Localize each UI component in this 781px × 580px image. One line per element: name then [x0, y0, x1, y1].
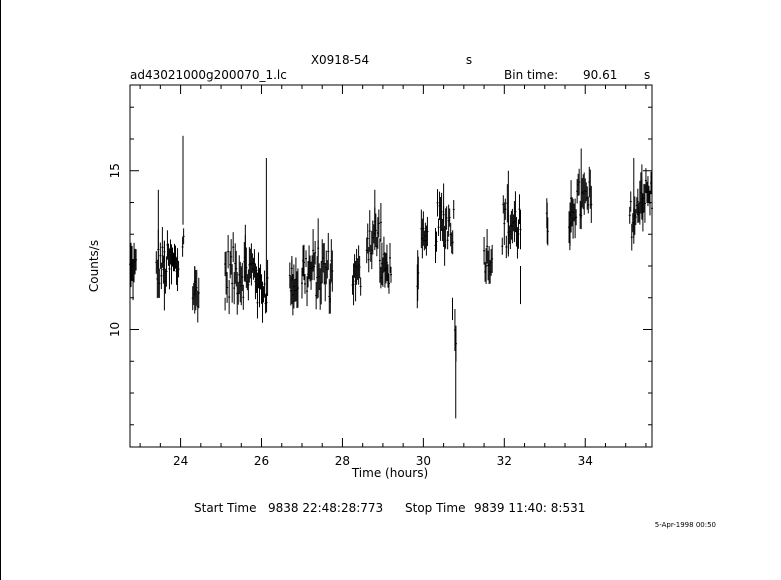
data-segment	[256, 158, 269, 323]
x-axis-label: Time (hours)	[351, 466, 428, 480]
axis-tick-labels: 24 26 28 30 32 34 10 15	[108, 163, 593, 468]
data-segment	[300, 218, 334, 314]
bin-time-unit: s	[644, 68, 650, 82]
window-left-border	[0, 0, 1, 580]
data-segment	[191, 266, 200, 323]
axis-ticks	[130, 85, 652, 447]
x-tick-label: 24	[173, 454, 188, 468]
data-segment	[155, 189, 180, 311]
data-segment	[288, 255, 299, 316]
chart-title-suffix: s	[466, 53, 472, 67]
x-tick-label: 30	[416, 454, 431, 468]
bin-time-value: 90.61	[583, 68, 617, 82]
stop-time-label: Stop Time	[405, 501, 465, 515]
data-segment	[416, 250, 420, 309]
data-segment	[420, 209, 429, 259]
data-segment	[379, 236, 392, 294]
stop-time-value: 9839 11:40: 8:531	[474, 501, 585, 515]
y-tick-label: 15	[108, 163, 122, 178]
x-tick-label: 26	[254, 454, 269, 468]
plot-frame	[129, 84, 653, 448]
file-name-label: ad43021000g200070_1.lc	[130, 68, 287, 82]
data-segment	[365, 189, 382, 283]
data-segment	[434, 183, 455, 320]
data-segment	[501, 170, 522, 305]
data-segment	[224, 224, 259, 315]
start-time-label: Start Time	[194, 501, 257, 515]
x-tick-label: 28	[335, 454, 350, 468]
data-segment	[568, 202, 573, 251]
data-segment	[570, 148, 593, 239]
data-segment	[453, 308, 457, 419]
data-segment	[483, 229, 494, 285]
start-time-value: 9838 22:48:28:773	[268, 501, 383, 515]
plot-timestamp: 5-Apr-1998 00:50	[655, 521, 716, 529]
data-segment	[628, 158, 639, 251]
data-segment	[129, 242, 138, 301]
data-segment	[181, 135, 185, 257]
y-axis-label: Counts/s	[87, 240, 101, 292]
bin-time-label: Bin time:	[504, 68, 558, 82]
data-segment	[351, 245, 362, 306]
data-segment	[545, 198, 549, 246]
light-curve-series	[129, 135, 653, 419]
data-segment	[636, 164, 653, 232]
x-tick-label: 32	[497, 454, 512, 468]
x-tick-label: 34	[578, 454, 593, 468]
chart-title: X0918-54	[311, 53, 369, 67]
y-tick-label: 10	[108, 322, 122, 337]
